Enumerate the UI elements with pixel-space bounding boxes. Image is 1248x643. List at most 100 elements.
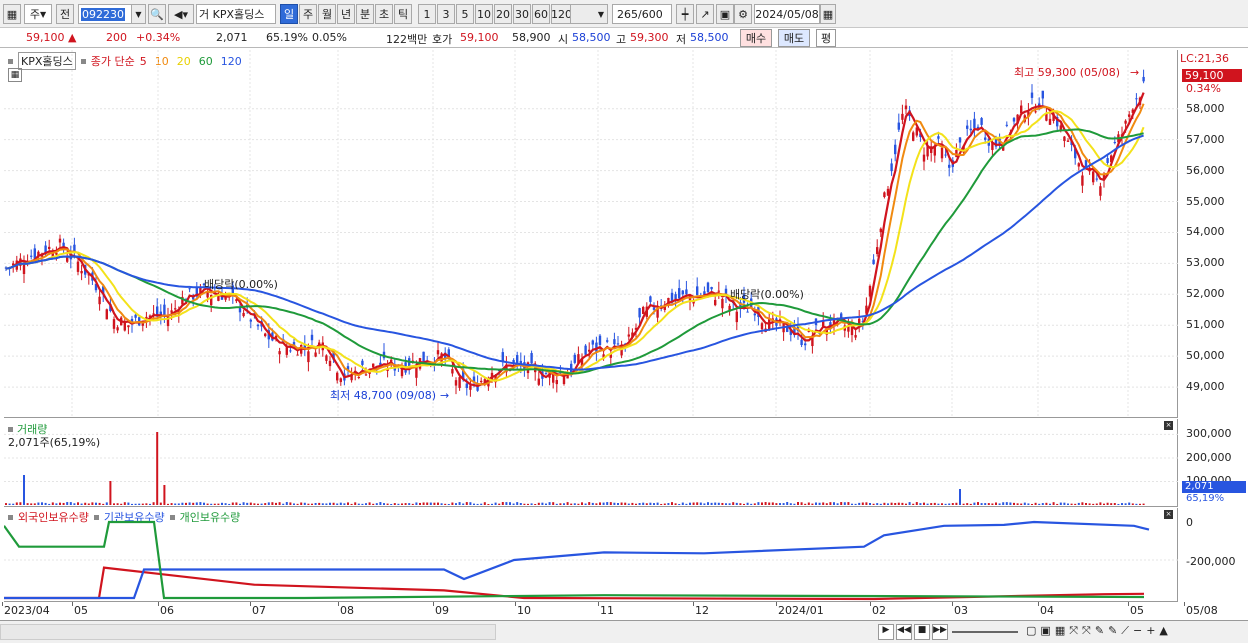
period-tab-3[interactable]: 년 xyxy=(337,4,355,24)
code-input[interactable]: 092230 xyxy=(78,4,146,24)
volume-bar xyxy=(1085,502,1087,505)
interval-tab-10[interactable]: 10 xyxy=(475,4,493,24)
volume-bar xyxy=(167,503,169,505)
volume-bar xyxy=(332,502,335,505)
period-tab-4[interactable]: 분 xyxy=(356,4,374,24)
move-icon[interactable]: ▲ xyxy=(1159,624,1168,637)
interval-tab-30[interactable]: 30 xyxy=(513,4,531,24)
volume-bar xyxy=(203,502,205,505)
volume-bar xyxy=(271,502,274,505)
grid-icon[interactable]: ▦ xyxy=(1054,624,1066,637)
volume-bar xyxy=(141,503,144,505)
scroll-right-icon[interactable]: ▶ xyxy=(878,624,894,640)
buy-button[interactable]: 매수 xyxy=(740,29,772,47)
volume-bar xyxy=(890,502,893,505)
interval-tab-3[interactable]: 3 xyxy=(437,4,455,24)
candle-body xyxy=(422,351,425,363)
interval-tab-120[interactable]: 120 xyxy=(551,4,572,24)
date-tick-mark xyxy=(158,602,159,606)
volume-bar xyxy=(505,502,508,505)
cross-icon[interactable]: ⤧ xyxy=(1082,624,1091,637)
volume-bar xyxy=(667,503,670,505)
volume-chart xyxy=(4,432,1178,505)
holdings-legend: 외국인보유수량 기관보유수량 개인보유수량 xyxy=(8,509,240,525)
price-tick: 57,000 xyxy=(1186,132,1225,146)
candle-body xyxy=(706,282,710,293)
search-icon[interactable]: 🔍 xyxy=(148,4,166,24)
candle-body xyxy=(616,343,620,345)
window-icon[interactable]: ▢ xyxy=(1026,624,1037,637)
volume-bar xyxy=(591,502,594,505)
volume-bar xyxy=(901,502,904,505)
volume-bar xyxy=(566,502,569,505)
candle-body xyxy=(408,358,411,368)
volume-bar xyxy=(570,503,573,505)
count-field[interactable]: 265/600 xyxy=(612,4,672,24)
period-tab-1[interactable]: 주 xyxy=(299,4,317,24)
volume-bar xyxy=(293,503,295,505)
code-dropdown-icon[interactable]: ▼ xyxy=(131,4,146,24)
sound-icon[interactable]: ◀▾ xyxy=(168,4,194,24)
candle-body xyxy=(87,274,90,276)
sell-button[interactable]: 매도 xyxy=(778,29,810,47)
gear-icon[interactable]: ⚙ xyxy=(734,4,752,24)
date-field[interactable]: 2024/05/08 xyxy=(754,4,820,24)
fast-forward-icon[interactable]: ▶▶ xyxy=(932,624,948,640)
line-icon[interactable]: ⟋ xyxy=(1121,624,1129,637)
scrollbar-track[interactable] xyxy=(0,624,496,640)
rewind-icon[interactable]: ◀◀ xyxy=(896,624,912,640)
cross-icon[interactable]: ⤧ xyxy=(1069,624,1079,637)
price-chart-panel[interactable]: KPX홀딩스 종가 단순 5 10 20 60 120 ▦ 최고 59,300 (05/… xyxy=(4,50,1178,418)
indicator-icon[interactable]: ↗ xyxy=(696,4,714,24)
close-icon[interactable]: × xyxy=(1164,421,1173,430)
volume-bar xyxy=(609,502,612,505)
mode-select[interactable]: 주 ▼ xyxy=(24,4,52,24)
candle-body xyxy=(876,247,879,255)
volume-panel[interactable]: 거래량 2,071주(65,19%) × xyxy=(4,419,1178,507)
period-tab-5[interactable]: 초 xyxy=(375,4,393,24)
candle-body xyxy=(703,291,706,295)
chart-type-icon[interactable]: ▦ xyxy=(3,4,21,24)
period-tab-2[interactable]: 월 xyxy=(318,4,336,24)
stock-name-field[interactable]: 거 KPX홀딩스 xyxy=(196,4,276,24)
stop-icon[interactable]: ■ xyxy=(914,624,930,640)
low-label: 저 xyxy=(676,33,687,46)
candle-body xyxy=(1012,118,1016,122)
candle-body xyxy=(688,296,692,303)
compare-button[interactable]: 전 xyxy=(56,4,74,24)
volume-bar xyxy=(91,502,94,505)
volume-bar xyxy=(289,502,292,505)
period-tab-6[interactable]: 틱 xyxy=(394,4,412,24)
interval-tab-5[interactable]: 5 xyxy=(456,4,474,24)
save-icon[interactable]: ▣ xyxy=(716,4,734,24)
calendar-icon[interactable]: ▦ xyxy=(820,4,836,24)
volume-bar xyxy=(206,503,209,505)
volume-bar xyxy=(1067,503,1069,505)
candle-body xyxy=(480,380,483,383)
window-icon[interactable]: ▣ xyxy=(1040,624,1051,637)
interval-tab-1[interactable]: 1 xyxy=(418,4,436,24)
zoom-in-icon[interactable]: + xyxy=(1146,624,1156,637)
volume-bar xyxy=(674,503,677,505)
close-icon[interactable]: × xyxy=(1164,510,1173,519)
legend-marker-icon xyxy=(8,426,13,432)
candle-body xyxy=(55,252,58,255)
zoom-out-icon[interactable]: − xyxy=(1132,624,1143,637)
zoom-slider[interactable] xyxy=(952,631,1018,633)
candle-body xyxy=(220,294,224,300)
interval-dropdown[interactable]: ▼ xyxy=(570,4,608,24)
holdings-panel[interactable]: 외국인보유수량 기관보유수량 개인보유수량 × xyxy=(4,508,1178,602)
info-bar: 59,100 ▲ 200 +0.34% 2,071 65.19% 0.05% 1… xyxy=(0,28,1248,48)
volume-bar xyxy=(44,502,47,505)
draw-icon[interactable]: ✎ xyxy=(1108,624,1118,637)
table-toggle-icon[interactable]: ▦ xyxy=(8,68,22,82)
avg-button[interactable]: 평 xyxy=(816,29,836,47)
price-tick: 54,000 xyxy=(1186,225,1225,239)
candle-body xyxy=(800,339,803,346)
candle-icon[interactable]: ┿ xyxy=(676,4,694,24)
volume-bar xyxy=(77,502,79,505)
period-tab-0[interactable]: 일 xyxy=(280,4,298,24)
interval-tab-20[interactable]: 20 xyxy=(494,4,512,24)
draw-icon[interactable]: ✎ xyxy=(1094,624,1105,637)
interval-tab-60[interactable]: 60 xyxy=(532,4,550,24)
